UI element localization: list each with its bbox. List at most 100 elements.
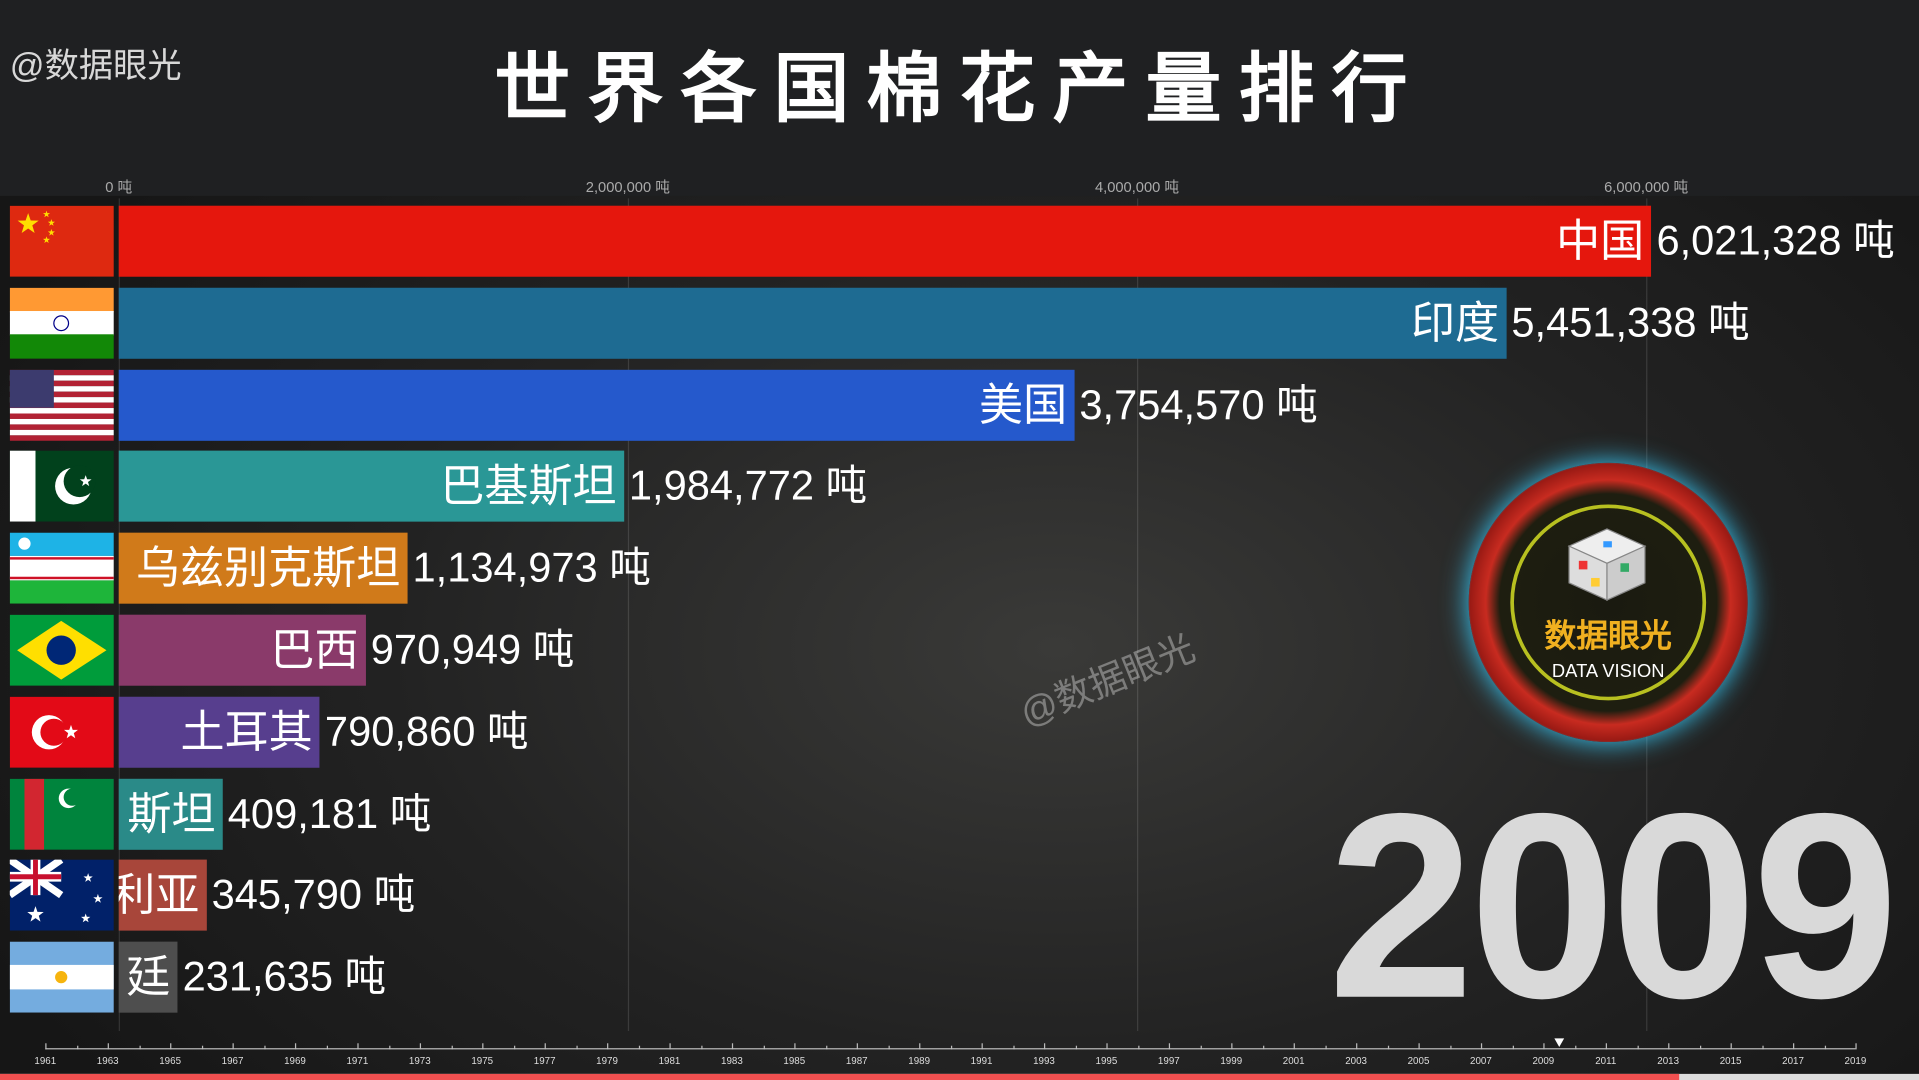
- bar-value-label: 1,134,973 吨: [412, 545, 651, 592]
- timeline-tick: [201, 1045, 203, 1050]
- timeline-year-label[interactable]: 2001: [1282, 1055, 1305, 1067]
- timeline-tick: [981, 1043, 983, 1050]
- timeline-year-label[interactable]: 1973: [408, 1055, 431, 1067]
- timeline-tick: [1012, 1045, 1015, 1050]
- axis-tick-label: 4,000,000 吨: [1094, 178, 1180, 196]
- bar-country-label: 斯坦: [127, 788, 216, 839]
- timeline-tick: [1168, 1043, 1171, 1050]
- bar: 廷: [118, 941, 178, 1013]
- timeline-tick: [669, 1043, 671, 1050]
- usa-flag-icon: [9, 369, 114, 441]
- timeline-year-label[interactable]: 1977: [533, 1055, 556, 1067]
- timeline-tick: [1356, 1043, 1358, 1050]
- timeline-tick: [482, 1043, 484, 1050]
- argentina-flag-icon: [9, 941, 114, 1013]
- timeline-tick: [513, 1045, 515, 1050]
- timeline-tick: [919, 1043, 921, 1050]
- timeline-year-label[interactable]: 1963: [96, 1055, 119, 1067]
- timeline-tick: [1636, 1045, 1639, 1050]
- timeline-tick: [731, 1043, 734, 1050]
- timeline-slider[interactable]: [45, 1048, 1856, 1050]
- timeline-tick: [1574, 1045, 1576, 1050]
- video-progress-bar[interactable]: [0, 1073, 1919, 1080]
- timeline-year-label[interactable]: 1997: [1157, 1055, 1180, 1067]
- timeline-tick: [138, 1045, 141, 1050]
- bar-country-label: 廷: [126, 951, 171, 1002]
- axis-tick-label: 0 吨: [105, 178, 133, 196]
- uzbekistan-flag-icon: [9, 532, 114, 604]
- timeline-year-label[interactable]: 1971: [346, 1055, 369, 1067]
- timeline-year-label[interactable]: 1989: [908, 1055, 931, 1067]
- rubiks-cube-icon: [1567, 528, 1647, 601]
- bar-value-label: 790,860 吨: [324, 708, 529, 756]
- timeline-tick: [1075, 1045, 1077, 1050]
- logo-text-cn: 数据眼光: [1544, 617, 1672, 654]
- timeline-tick: [263, 1045, 265, 1050]
- timeline-tick: [763, 1045, 765, 1050]
- bar: 斯坦: [118, 778, 223, 850]
- gridline: [1137, 198, 1139, 1032]
- timeline-tick: [1106, 1043, 1108, 1050]
- timeline-year-label[interactable]: 2015: [1719, 1055, 1742, 1067]
- china-flag-icon: [9, 205, 114, 277]
- bar: 美国: [118, 369, 1075, 441]
- timeline-year-label[interactable]: 1967: [221, 1055, 244, 1067]
- bar: 印度: [118, 287, 1507, 359]
- bar-country-label: 土耳其: [180, 706, 313, 757]
- timeline-tick: [451, 1045, 453, 1050]
- bar-value-label: 6,021,328 吨: [1656, 217, 1895, 265]
- timeline-tick: [887, 1045, 890, 1050]
- gridline: [118, 198, 120, 1032]
- timeline-tick: [1543, 1043, 1545, 1050]
- timeline-year-label[interactable]: 2003: [1345, 1055, 1367, 1067]
- timeline-tick: [1480, 1043, 1483, 1050]
- timeline-year-label[interactable]: 1979: [596, 1055, 618, 1067]
- timeline-year-label[interactable]: 1985: [783, 1055, 806, 1067]
- chart-title: 世界各国棉花产量排行: [494, 47, 1425, 133]
- bar: 土耳其: [118, 696, 321, 768]
- bar-country-label: 巴西: [270, 624, 359, 675]
- logo-text-en: DATA VISION: [1551, 661, 1665, 683]
- timeline-year-label[interactable]: 1991: [970, 1055, 993, 1067]
- timeline-tick: [544, 1043, 546, 1050]
- timeline-tick: [388, 1045, 390, 1050]
- timeline-year-label[interactable]: 1981: [658, 1055, 681, 1067]
- watermark: @数据眼光: [1014, 628, 1201, 735]
- timeline-year-label[interactable]: 1983: [721, 1055, 743, 1067]
- timeline-year-label[interactable]: 1969: [284, 1055, 306, 1067]
- bar: 巴西: [118, 614, 366, 686]
- channel-handle: @数据眼光: [9, 46, 182, 85]
- axis-tick-label: 6,000,000 吨: [1604, 178, 1689, 196]
- timeline-year-label[interactable]: 2013: [1657, 1055, 1680, 1067]
- bar-value-label: 231,635 吨: [182, 954, 387, 1001]
- timeline-year-label[interactable]: 1993: [1033, 1055, 1055, 1067]
- axis-tick-label: 2,000,000 吨: [585, 178, 670, 196]
- timeline-year-label[interactable]: 2005: [1407, 1055, 1430, 1067]
- timeline-tick: [1824, 1045, 1826, 1050]
- timeline-year-label[interactable]: 2019: [1844, 1055, 1867, 1067]
- timeline-tick: [170, 1043, 172, 1050]
- timeline-year-label[interactable]: 2017: [1782, 1055, 1804, 1067]
- timeline-tick: [575, 1045, 578, 1050]
- timeline-tick: [700, 1045, 702, 1050]
- timeline-year-label[interactable]: 2009: [1532, 1055, 1555, 1067]
- bar: 利亚: [118, 860, 207, 932]
- bar-country-label: 美国: [979, 379, 1068, 430]
- bar-country-label: 印度: [1410, 297, 1500, 348]
- timeline-year-label[interactable]: 1975: [471, 1055, 494, 1067]
- timeline-marker[interactable]: [1554, 1038, 1564, 1047]
- timeline-year-label[interactable]: 1987: [845, 1055, 868, 1067]
- timeline-tick: [107, 1043, 109, 1050]
- timeline-year-label[interactable]: 1961: [34, 1055, 57, 1067]
- timeline-year-label[interactable]: 1995: [1095, 1055, 1118, 1067]
- bar-value-label: 1,984,772 吨: [628, 463, 868, 510]
- timeline-tick: [1793, 1043, 1795, 1050]
- bar-value-label: 3,754,570 吨: [1079, 381, 1318, 429]
- timeline-year-label[interactable]: 2007: [1470, 1055, 1492, 1067]
- timeline-tick: [76, 1045, 78, 1050]
- timeline-year-label[interactable]: 1965: [159, 1055, 182, 1067]
- timeline-year-label[interactable]: 2011: [1595, 1055, 1617, 1067]
- timeline-year-label[interactable]: 1999: [1220, 1055, 1243, 1067]
- bar-country-label: 利亚: [118, 869, 200, 921]
